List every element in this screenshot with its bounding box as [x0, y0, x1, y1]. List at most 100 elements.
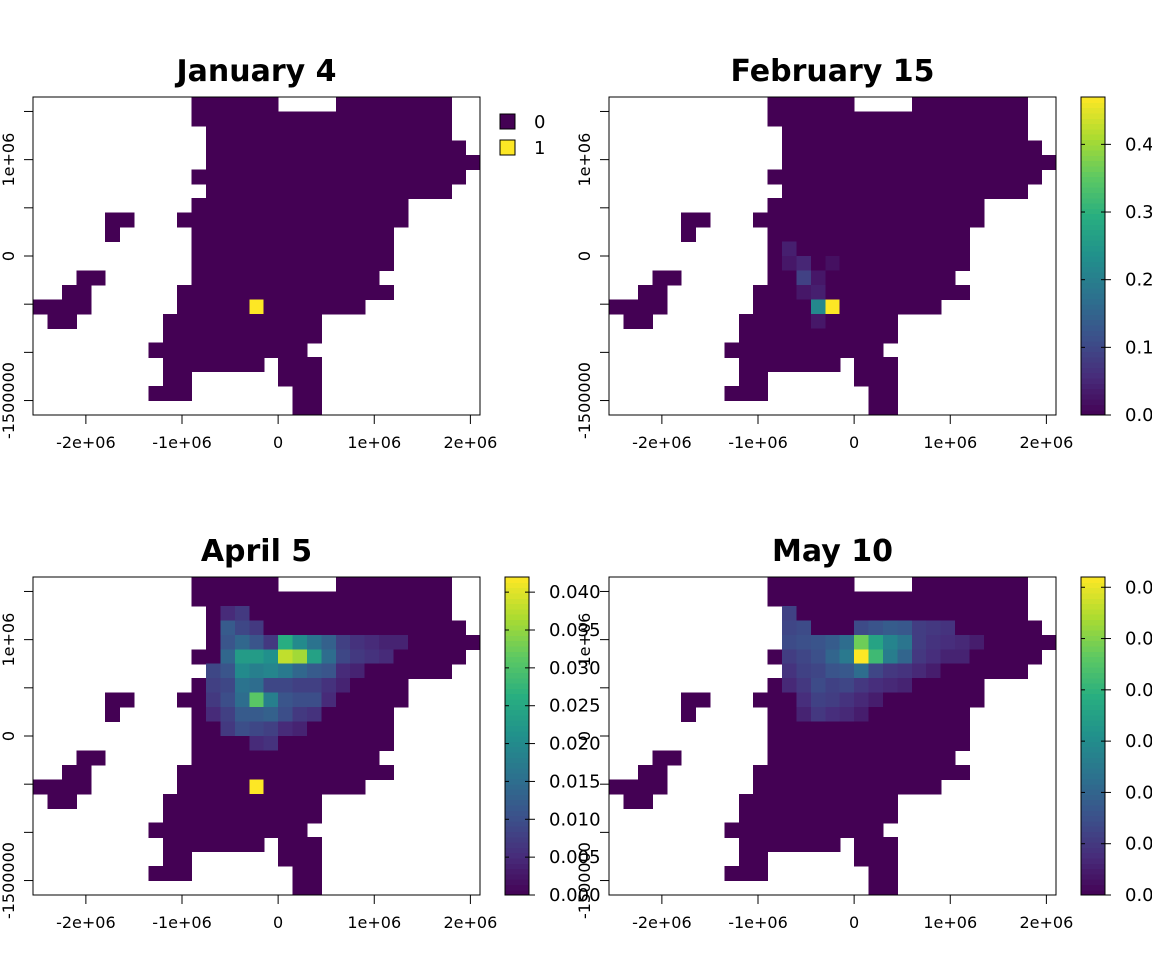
raster-cell	[854, 328, 869, 343]
raster-cell	[163, 386, 178, 401]
colorbar-segment	[1081, 842, 1105, 848]
raster-cell	[264, 256, 279, 271]
raster-cell	[451, 155, 466, 170]
raster-cell	[235, 126, 250, 141]
raster-cell	[955, 635, 970, 650]
raster-cell	[235, 635, 250, 650]
raster-cell	[869, 837, 884, 852]
raster-cell	[365, 606, 380, 621]
colorbar-label: 0.010	[549, 809, 601, 830]
raster-cell	[321, 242, 336, 257]
raster-cell	[969, 693, 984, 708]
raster-cell	[768, 227, 783, 242]
raster-cell	[451, 635, 466, 650]
raster-cell	[307, 213, 322, 228]
raster-cell	[307, 664, 322, 679]
raster-cell	[840, 750, 855, 765]
raster-cell	[76, 765, 91, 780]
raster-cell	[926, 577, 941, 592]
raster-cell	[782, 328, 797, 343]
raster-cell	[897, 722, 912, 737]
raster-cell	[235, 577, 250, 592]
raster-cell	[235, 606, 250, 621]
raster-cell	[955, 722, 970, 737]
raster-cell	[825, 649, 840, 664]
raster-cell	[235, 155, 250, 170]
raster-cell	[955, 678, 970, 693]
raster-cell	[321, 606, 336, 621]
raster-cell	[840, 169, 855, 184]
raster-cell	[811, 577, 826, 592]
raster-cell	[379, 256, 394, 271]
raster-cell	[869, 169, 884, 184]
colorbar-segment	[1081, 593, 1105, 599]
raster-cell	[350, 750, 365, 765]
raster-cell	[652, 765, 667, 780]
raster-cell	[249, 620, 264, 635]
raster-cell	[796, 779, 811, 794]
colorbar-segment	[1081, 118, 1105, 124]
raster-cell	[307, 299, 322, 314]
raster-cell	[825, 169, 840, 184]
raster-cell	[379, 97, 394, 112]
raster-cell	[912, 242, 927, 257]
colorbar-segment	[1081, 171, 1105, 177]
raster-cell	[782, 242, 797, 257]
raster-cell	[782, 140, 797, 155]
raster-cell	[249, 140, 264, 155]
raster-cell	[235, 823, 250, 838]
raster-cell	[264, 606, 279, 621]
raster-cell	[796, 678, 811, 693]
colorbar-segment	[1081, 720, 1105, 726]
raster-cell	[379, 606, 394, 621]
raster-cell	[912, 97, 927, 112]
raster-cell	[336, 693, 351, 708]
raster-cell	[883, 227, 898, 242]
colorbar-segment	[505, 826, 529, 832]
raster-cell	[926, 227, 941, 242]
raster-cell	[796, 169, 811, 184]
colorbar-segment	[1081, 208, 1105, 214]
raster-cell	[235, 649, 250, 664]
raster-cell	[278, 779, 293, 794]
colorbar-segment	[505, 816, 529, 822]
raster-cell	[192, 198, 207, 213]
raster-cell	[840, 606, 855, 621]
raster-cell	[220, 169, 235, 184]
raster-cell	[840, 227, 855, 242]
raster-cell	[955, 693, 970, 708]
raster-cell	[278, 620, 293, 635]
raster-cell	[422, 577, 437, 592]
raster-cell	[926, 126, 941, 141]
raster-cell	[365, 678, 380, 693]
raster-cell	[753, 285, 768, 300]
raster-cell	[278, 837, 293, 852]
raster-cell	[941, 591, 956, 606]
raster-cell	[379, 707, 394, 722]
raster-cell	[422, 635, 437, 650]
colorbar-segment	[505, 757, 529, 763]
raster-cell	[293, 401, 308, 416]
raster-cell	[393, 213, 408, 228]
raster-cell	[854, 606, 869, 621]
raster-cell	[912, 693, 927, 708]
raster-cell	[365, 213, 380, 228]
raster-cell	[220, 126, 235, 141]
raster-cell	[926, 750, 941, 765]
colorbar-segment	[1081, 192, 1105, 198]
raster-cell	[365, 184, 380, 199]
raster-cell	[192, 256, 207, 271]
raster-cell	[206, 198, 221, 213]
raster-cell	[854, 343, 869, 358]
raster-cell	[321, 140, 336, 155]
raster-cell	[437, 111, 452, 126]
raster-cell	[451, 620, 466, 635]
raster-cell	[249, 649, 264, 664]
legend: 01	[500, 112, 545, 159]
raster-cell	[350, 227, 365, 242]
colorbar-segment	[1081, 863, 1105, 869]
colorbar-segment	[1081, 214, 1105, 220]
raster-cell	[264, 285, 279, 300]
raster-cell	[105, 707, 120, 722]
raster-cell	[235, 736, 250, 751]
